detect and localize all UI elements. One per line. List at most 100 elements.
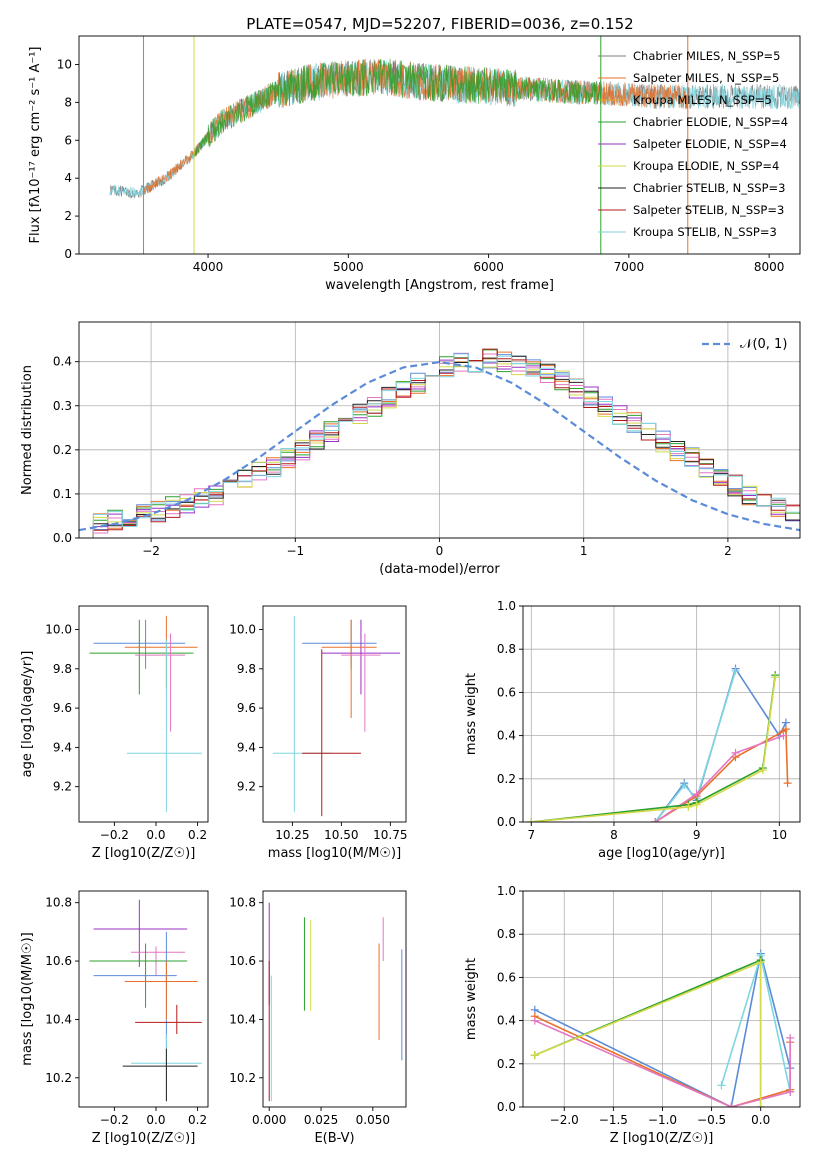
y-tick-label: 10.0 [45,623,72,637]
residual-legend: 𝒩(0, 1) [702,337,787,352]
mass-vs-extinction-frame [262,890,407,1108]
weight-vs-age-frame [522,605,801,823]
spectrum-ticks: 4000 5000 6000 7000 8000 0 2 4 6 8 10 [57,57,785,274]
x-tick-label: 8 [610,828,618,842]
y-tick-label: 4 [64,171,72,185]
figure-title: PLATE=0547, MJD=52207, FIBERID=0036, z=0… [246,15,633,33]
weight-marker [692,800,701,809]
y-tick-label: 9.2 [53,780,72,794]
x-tick-label: 7000 [614,260,645,274]
y-tick-label: 2 [64,209,72,223]
legend-label: Salpeter STELIB, N_SSP=3 [633,203,784,217]
residual-ylabel: Normed distribution [20,365,35,495]
x-tick-label: −0.2 [100,1113,129,1127]
mass-vs-metallicity-ylabel: mass [log10(M/M☉)] [20,932,35,1065]
residual-ticks: −2 −1 0 1 2 0.0 0.1 0.2 0.3 0.4 [53,355,732,558]
weight-vs-age-xlabel: age [log10(age/yr)] [598,846,725,861]
x-tick-label: 0.050 [356,1113,390,1127]
weight-vs-metallicity-ylabel: mass weight [464,958,479,1040]
y-tick-label: 10.6 [45,954,72,968]
weight-marker [731,748,740,757]
spectrum-line [193,58,601,160]
legend-label: Chabrier MILES, N_SSP=5 [633,49,780,63]
weight-vs-metallicity-panel: −2.0 −1.5 −1.0 −0.5 0.0 0.0 0.2 0.4 0.6 0.8 1.0 Z … [464,884,801,1146]
y-tick-label: 10.2 [229,1071,256,1085]
legend-label: 𝒩(0, 1) [740,337,787,352]
weight-vs-age-lines [527,664,792,822]
y-tick-label: 0.0 [497,1100,516,1114]
age-vs-metallicity-points [89,615,202,813]
y-tick-label: 0.2 [497,772,516,786]
mass-vs-extinction-ticks: 0.000 0.025 0.050 10.2 10.4 10.6 10.8 [229,896,390,1127]
y-tick-label: 0.3 [53,399,72,413]
x-tick-label: 6000 [473,260,504,274]
x-tick-label: 0.0 [146,828,165,842]
age-vs-metallicity-ylabel: age [log10(age/yr)] [20,651,35,778]
mass-vs-extinction-panel: 0.000 0.025 0.050 10.2 10.4 10.6 10.8 E(B-V) [229,890,407,1146]
weight-vs-metallicity-xlabel: Z [log10(Z/Z☉)] [610,1131,714,1146]
age-vs-mass-ticks: 10.25 10.50 10.75 9.2 9.4 9.6 9.8 10.0 [229,623,407,842]
weight-marker [771,673,780,682]
mass-vs-extinction-xlabel: E(B-V) [314,1131,354,1146]
weight-marker [758,766,767,775]
y-tick-label: 9.2 [237,780,256,794]
y-tick-label: 1.0 [497,599,516,613]
x-tick-label: −0.5 [697,1113,726,1127]
y-tick-label: 10.8 [45,896,72,910]
x-tick-label: 0.2 [188,1113,207,1127]
histogram-step [79,348,800,538]
y-tick-label: 9.6 [237,701,256,715]
x-tick-label: 0.0 [751,1113,770,1127]
weight-vs-age-ylabel: mass weight [464,673,479,755]
x-tick-label: 10.50 [324,828,358,842]
x-tick-label: 10.75 [373,828,407,842]
y-tick-label: 10.6 [229,954,256,968]
weight-marker [756,958,765,967]
x-tick-label: 8000 [754,260,785,274]
y-tick-label: 10.4 [45,1012,72,1026]
x-tick-label: −2 [142,544,160,558]
x-tick-label: −0.2 [100,828,129,842]
spectrum-xlabel: wavelength [Angstrom, rest frame] [325,278,554,293]
y-tick-label: 9.8 [53,662,72,676]
spectrum-panel: Chabrier MILES, N_SSP=5 Salpeter MILES, N… [28,35,801,293]
weight-marker [651,818,660,822]
mass-vs-metallicity-xlabel: Z [log10(Z/Z☉)] [92,1131,196,1146]
x-tick-label: −1 [286,544,304,558]
y-tick-label: 0.2 [497,1057,516,1071]
weight-vs-age-panel: 7 8 9 10 0.0 0.2 0.4 0.6 0.8 1.0 age [log10(age/y… [464,599,801,861]
y-tick-label: 0.1 [53,487,72,501]
weight-marker [684,802,693,811]
y-tick-label: 0.0 [53,531,72,545]
weight-marker [786,1087,795,1096]
age-vs-metallicity-panel: −0.2 0.0 0.2 9.2 9.4 9.6 9.8 10.0 Z [log10(Z/Z☉… [20,605,209,861]
y-tick-label: 0.8 [497,927,516,941]
y-tick-label: 0.4 [53,355,72,369]
weight-marker [527,818,536,822]
x-tick-label: 0.0 [146,1113,165,1127]
legend-label: Kroupa MILES, N_SSP=5 [633,93,772,107]
weight-line [531,677,776,822]
weight-marker [692,789,701,798]
x-tick-label: −2.0 [550,1113,579,1127]
weight-marker [779,731,788,740]
y-tick-label: 10 [57,57,72,71]
y-tick-label: 0.0 [497,815,516,829]
age-vs-metallicity-frame [78,605,209,823]
y-tick-label: 0.4 [497,1014,516,1028]
weight-marker [530,1016,539,1025]
mass-vs-metallicity-points [89,899,202,1102]
x-tick-label: 7 [527,828,535,842]
weight-vs-metallicity-lines [530,949,795,1107]
normal-curve [79,360,800,532]
y-tick-label: 9.4 [53,740,72,754]
x-tick-label: 2 [724,544,732,558]
x-tick-label: 0.2 [188,828,207,842]
age-vs-mass-points [272,615,401,817]
age-vs-metallicity-xlabel: Z [log10(Z/Z☉)] [92,846,196,861]
y-tick-label: 9.6 [53,701,72,715]
weight-vs-metallicity-frame [522,890,801,1108]
y-tick-label: 10.8 [229,896,256,910]
weight-marker [756,1103,765,1107]
